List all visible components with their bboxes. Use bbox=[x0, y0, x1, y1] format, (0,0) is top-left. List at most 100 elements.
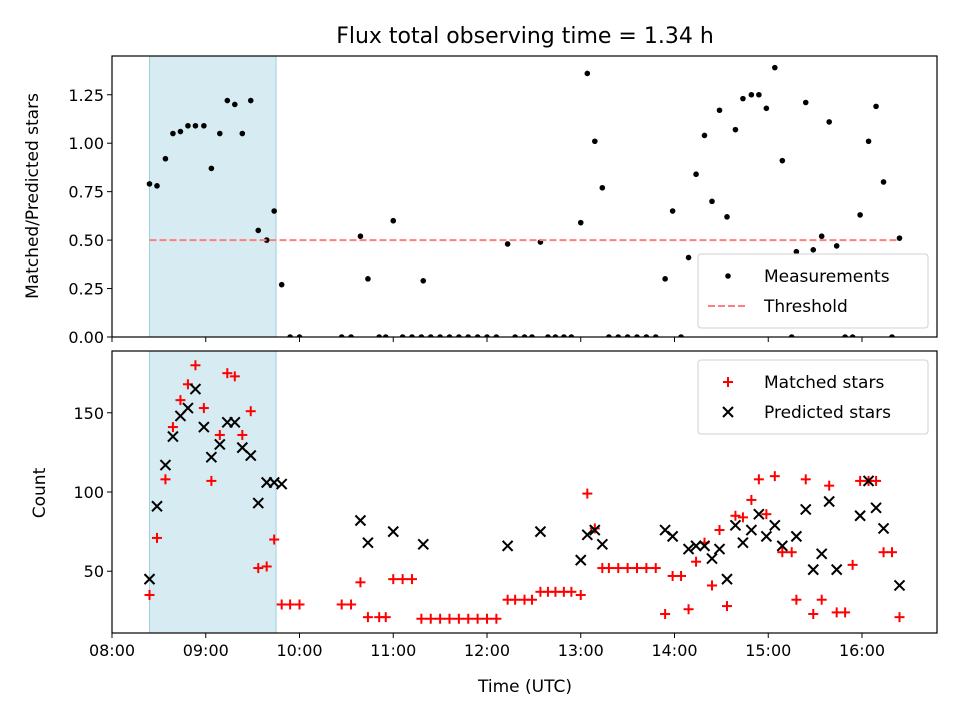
matched-stars-point bbox=[746, 494, 757, 505]
predicted-stars-point bbox=[589, 524, 601, 536]
top-y-tick-label: 1.25 bbox=[68, 86, 104, 105]
matched-stars-point bbox=[650, 563, 661, 574]
measurements-point bbox=[465, 334, 472, 337]
measurements-point bbox=[201, 122, 207, 129]
matched-stars-point bbox=[641, 563, 652, 574]
measurements-point bbox=[685, 254, 692, 261]
measurements-point bbox=[399, 334, 406, 337]
measurements-point bbox=[857, 212, 863, 218]
measurements-point bbox=[693, 171, 699, 178]
predicted-stars-point bbox=[575, 554, 587, 566]
predicted-stars-point bbox=[870, 502, 882, 514]
measurements-point bbox=[263, 237, 270, 243]
matched-stars-point bbox=[847, 559, 858, 570]
x-tick-label: 10:00 bbox=[276, 641, 322, 660]
measurements-point bbox=[365, 276, 371, 282]
matched-stars-point bbox=[160, 474, 171, 485]
measurements-point bbox=[357, 233, 364, 240]
measurements-point bbox=[624, 334, 631, 337]
matched-stars-point bbox=[769, 471, 780, 482]
measurements-point bbox=[842, 334, 848, 337]
matched-stars-point bbox=[355, 577, 366, 588]
matched-stars-point bbox=[632, 563, 642, 574]
predicted-stars-point bbox=[877, 522, 890, 535]
predicted-stars-point bbox=[760, 530, 773, 543]
top-y-axis-label: Matched/Predicted stars bbox=[23, 93, 43, 299]
measurements-point bbox=[772, 64, 778, 71]
matched-stars-point bbox=[816, 594, 827, 605]
predicted-stars-point bbox=[354, 514, 367, 527]
x-tick-label: 16:00 bbox=[839, 641, 885, 660]
predicted-stars-point bbox=[706, 552, 718, 565]
matched-stars-point bbox=[175, 395, 186, 406]
measurements-point bbox=[247, 97, 254, 104]
measurements-point bbox=[484, 334, 490, 337]
measurements-point bbox=[643, 334, 650, 337]
matched-stars-point bbox=[840, 607, 851, 618]
measurements-point bbox=[615, 334, 622, 337]
measurements-point bbox=[504, 241, 511, 247]
predicted-stars-point bbox=[596, 538, 609, 550]
matched-stars-point bbox=[463, 613, 474, 624]
matched-stars-point bbox=[887, 547, 897, 558]
predicted-stars-point bbox=[501, 540, 514, 552]
matched-stars-point bbox=[667, 570, 678, 581]
measurements-point bbox=[296, 334, 303, 337]
top-y-tick-label: 0.25 bbox=[68, 280, 104, 299]
matched-stars-point bbox=[435, 613, 446, 624]
measurements-point bbox=[873, 103, 879, 110]
predicted-stars-point bbox=[189, 383, 202, 395]
measurements-point bbox=[568, 334, 575, 337]
predicted-stars-point bbox=[721, 573, 733, 585]
measurements-point bbox=[552, 334, 559, 337]
matched-stars-point bbox=[878, 547, 889, 558]
measurements-point bbox=[162, 155, 169, 162]
predicted-stars-point bbox=[790, 530, 803, 543]
matched-stars-point bbox=[229, 371, 240, 382]
measurements-point bbox=[493, 334, 500, 337]
measurements-point bbox=[239, 130, 246, 137]
predicted-stars-point bbox=[823, 495, 835, 508]
measurements-point bbox=[255, 227, 262, 234]
matched-stars-point bbox=[167, 422, 178, 433]
bottom-y-tick-label: 100 bbox=[73, 483, 104, 502]
matched-stars-point bbox=[397, 574, 408, 585]
measurements-point bbox=[170, 130, 176, 137]
bottom-shaded-span bbox=[149, 350, 277, 634]
measurements-point bbox=[716, 107, 723, 114]
measurements-point bbox=[146, 181, 153, 187]
measurements-point bbox=[584, 70, 591, 77]
predicted-stars-point bbox=[698, 540, 711, 552]
matched-stars-point bbox=[380, 612, 391, 623]
predicted-stars-point bbox=[245, 449, 257, 462]
measurements-point bbox=[652, 334, 659, 337]
top-plot-area bbox=[146, 64, 903, 337]
measurements-point bbox=[756, 91, 762, 98]
matched-stars-point bbox=[660, 608, 671, 619]
measurements-point bbox=[779, 157, 786, 164]
matched-stars-point bbox=[491, 613, 502, 624]
matched-stars-point bbox=[453, 613, 464, 624]
predicted-stars-point bbox=[737, 536, 749, 549]
measurements-point bbox=[338, 334, 345, 337]
measurements-point bbox=[678, 334, 684, 337]
measurements-point bbox=[348, 334, 354, 337]
predicted-stars-point bbox=[205, 451, 218, 463]
measurements-point bbox=[740, 95, 746, 102]
matched-stars-point bbox=[761, 509, 772, 520]
matched-stars-point bbox=[152, 532, 162, 543]
matched-stars-point bbox=[285, 599, 296, 610]
matched-stars-point bbox=[622, 563, 633, 574]
predicted-stars-point bbox=[753, 508, 765, 520]
predicted-stars-point bbox=[893, 579, 906, 592]
top-legend-box bbox=[697, 253, 929, 329]
predicted-stars-point bbox=[151, 500, 163, 512]
measurements-point bbox=[634, 334, 640, 337]
matched-stars-point bbox=[737, 512, 748, 523]
predicted-stars-point bbox=[729, 519, 742, 531]
matched-stars-point bbox=[245, 406, 256, 417]
measurements-point bbox=[192, 122, 199, 129]
x-tick-label: 11:00 bbox=[370, 641, 416, 660]
measurements-point bbox=[810, 246, 817, 253]
